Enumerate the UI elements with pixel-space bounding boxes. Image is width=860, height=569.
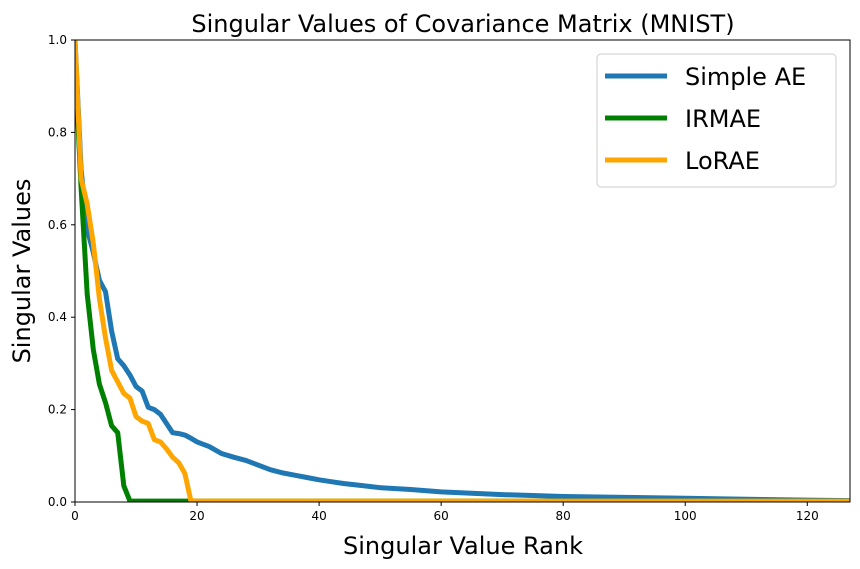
x-tick-label: 100 (674, 509, 697, 523)
y-tick-label: 1.0 (48, 33, 67, 47)
legend: Simple AE IRMAE LoRAE (596, 53, 837, 188)
x-axis: 0 20 40 60 80 100 120 (71, 502, 819, 523)
plot-frame (74, 39, 851, 503)
x-tick-label: 0 (71, 509, 79, 523)
series-line-lorae (75, 40, 850, 502)
y-axis-label: Singular Values (8, 179, 36, 364)
legend-box (596, 53, 837, 188)
x-tick-label: 60 (434, 509, 449, 523)
x-axis-label: Singular Value Rank (343, 532, 583, 560)
y-tick-label: 0.8 (48, 125, 67, 139)
chart-title: Singular Values of Covariance Matrix (MN… (191, 10, 734, 38)
series-line-simple-ae (75, 40, 850, 502)
series-group (75, 40, 850, 502)
y-tick-label: 0.6 (48, 218, 67, 232)
x-tick-label: 80 (556, 509, 571, 523)
y-axis: 0.0 0.2 0.4 0.6 0.8 1.0 (48, 33, 75, 509)
legend-label-simple-ae: Simple AE (685, 63, 806, 91)
legend-label-irmae: IRMAE (685, 105, 761, 133)
x-tick-label: 20 (189, 509, 204, 523)
y-tick-label: 0.2 (48, 403, 67, 417)
series-line-irmae (75, 62, 850, 502)
x-tick-label: 120 (796, 509, 819, 523)
legend-label-lorae: LoRAE (685, 147, 760, 175)
y-tick-label: 0.4 (48, 310, 67, 324)
x-tick-label: 40 (311, 509, 326, 523)
y-tick-label: 0.0 (48, 495, 67, 509)
